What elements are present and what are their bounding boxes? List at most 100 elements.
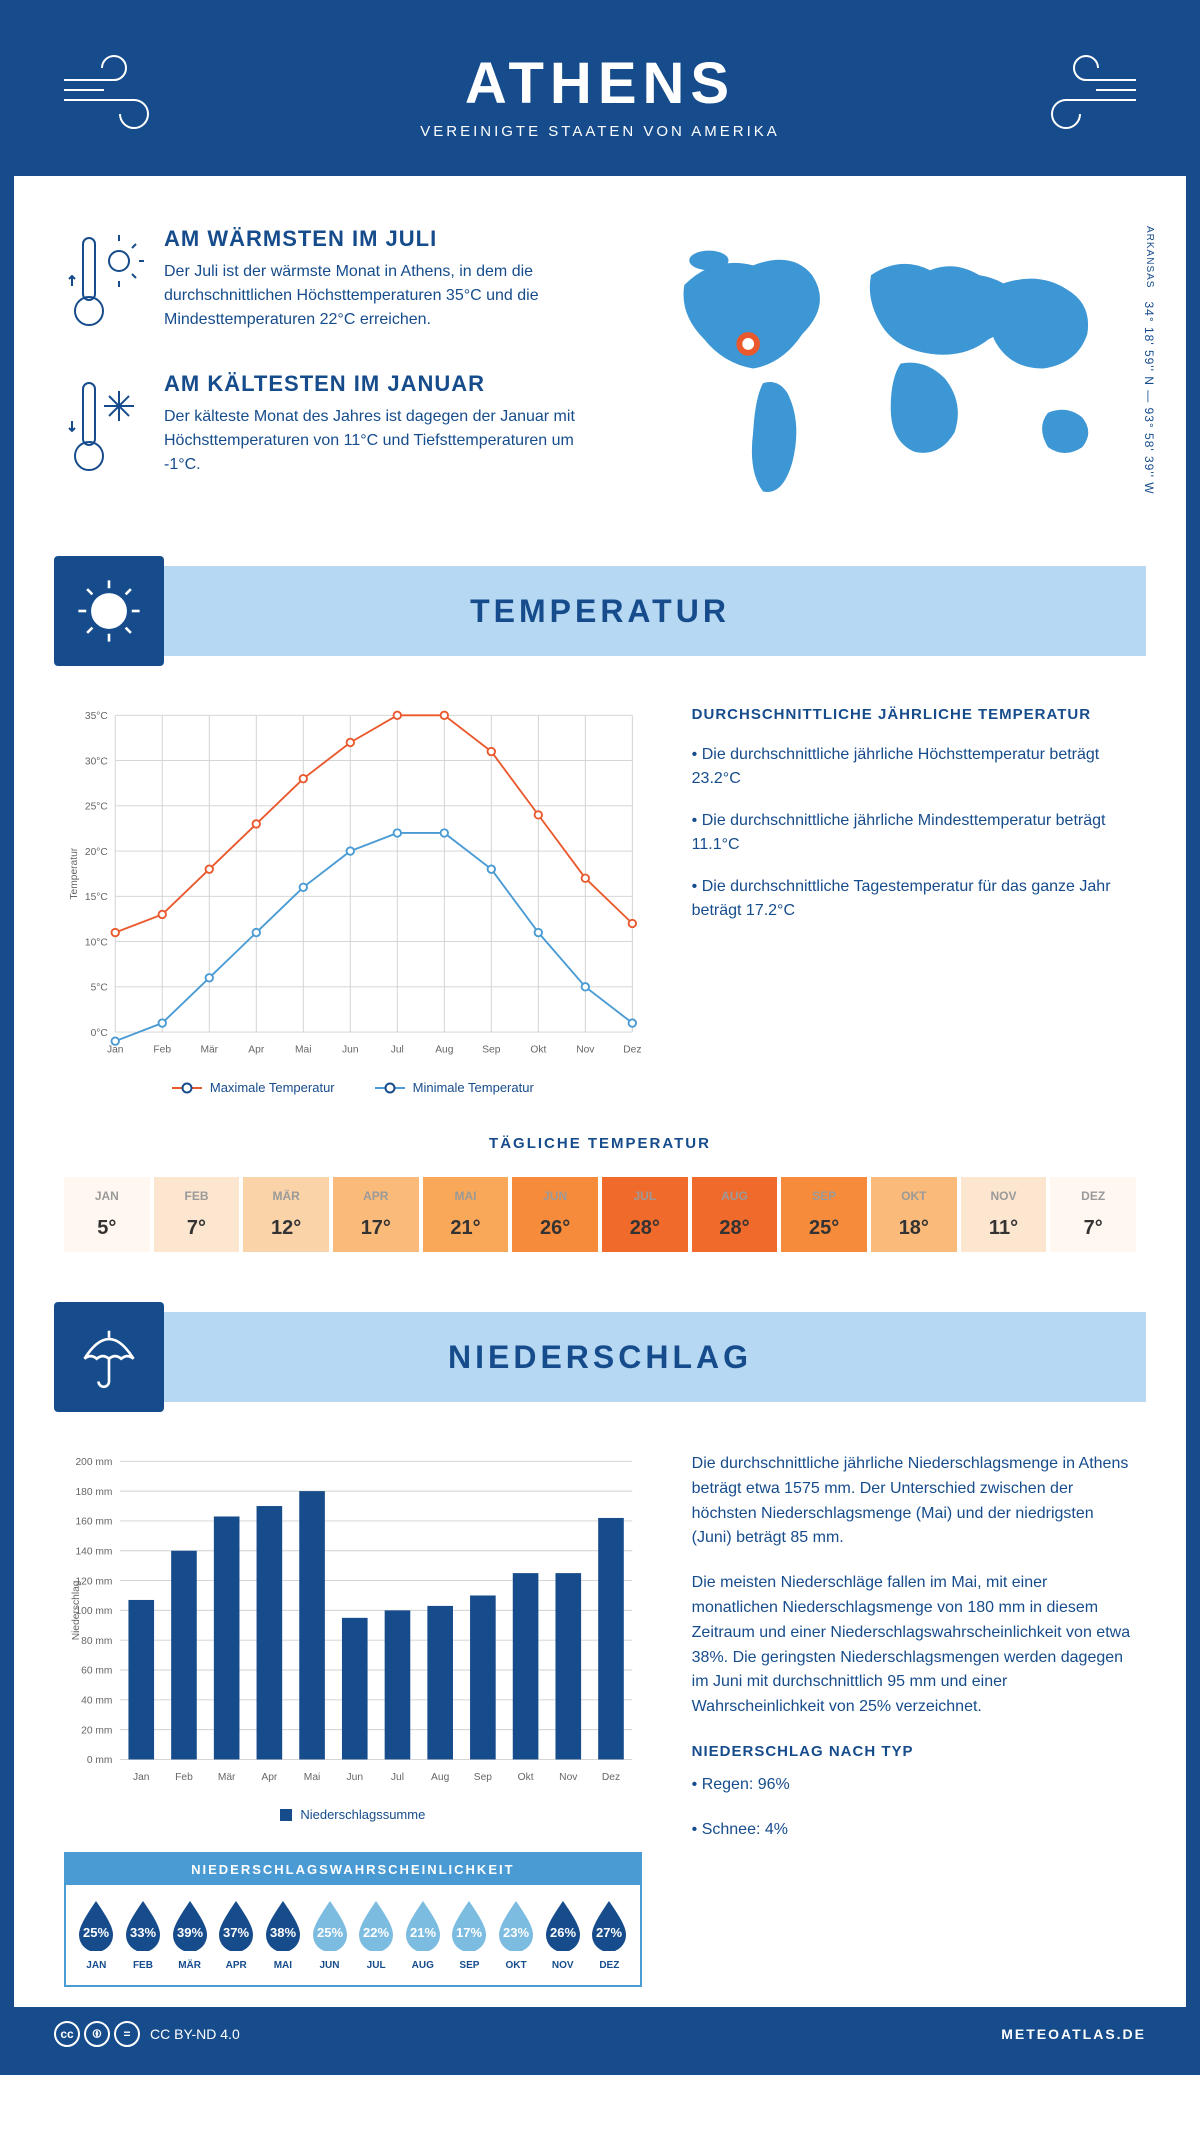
svg-text:Mär: Mär (218, 1772, 236, 1783)
temp-cell: APR17° (333, 1177, 419, 1252)
svg-text:35°C: 35°C (85, 711, 108, 722)
svg-text:20°C: 20°C (85, 847, 108, 858)
temp-cell: FEB7° (154, 1177, 240, 1252)
svg-text:Sep: Sep (474, 1772, 493, 1783)
svg-text:38%: 38% (270, 1925, 296, 1940)
probability-drop: 21%AUG (400, 1899, 445, 1971)
svg-text:Jul: Jul (391, 1772, 404, 1783)
temperature-info: DURCHSCHNITTLICHE JÄHRLICHE TEMPERATUR •… (692, 706, 1136, 1095)
temp-cell: DEZ7° (1050, 1177, 1136, 1252)
infographic-frame: ATHENS VEREINIGTE STAATEN VON AMERIKA AM… (0, 0, 1200, 2075)
svg-text:30°C: 30°C (85, 756, 108, 767)
license: cc🅯= CC BY-ND 4.0 (54, 2021, 240, 2047)
footer: cc🅯= CC BY-ND 4.0 METEOATLAS.DE (14, 2007, 1186, 2061)
coldest-text: Der kälteste Monat des Jahres ist dagege… (164, 405, 605, 477)
svg-text:10°C: 10°C (85, 937, 108, 948)
svg-text:Jan: Jan (107, 1045, 124, 1056)
header: ATHENS VEREINIGTE STAATEN VON AMERIKA (14, 14, 1186, 176)
svg-text:21%: 21% (410, 1925, 436, 1940)
thermometer-sun-icon (64, 226, 144, 341)
temperature-banner: TEMPERATUR (54, 566, 1146, 656)
svg-text:Aug: Aug (431, 1772, 450, 1783)
brand: METEOATLAS.DE (1001, 2026, 1146, 2042)
temp-cell: JUL28° (602, 1177, 688, 1252)
country-subtitle: VEREINIGTE STAATEN VON AMERIKA (174, 123, 1026, 140)
svg-text:80 mm: 80 mm (81, 1636, 112, 1647)
svg-text:37%: 37% (223, 1925, 249, 1940)
precipitation-info: Die durchschnittliche jährliche Niedersc… (692, 1452, 1136, 1987)
probability-drop: 22%JUL (354, 1899, 399, 1971)
warmest-text: Der Juli ist der wärmste Monat in Athens… (164, 260, 605, 332)
svg-text:25%: 25% (316, 1925, 342, 1940)
temp-bullet: • Die durchschnittliche jährliche Höchst… (692, 743, 1136, 791)
temp-bullet: • Die durchschnittliche Tagestemperatur … (692, 875, 1136, 923)
svg-text:Jun: Jun (347, 1772, 364, 1783)
svg-text:Jul: Jul (391, 1045, 404, 1056)
precip-text: Die durchschnittliche jährliche Niedersc… (692, 1452, 1136, 1551)
umbrella-icon (54, 1302, 164, 1412)
svg-text:Nov: Nov (559, 1772, 578, 1783)
probability-drop: 23%OKT (494, 1899, 539, 1971)
daily-temp-heading: TÄGLICHE TEMPERATUR (64, 1135, 1136, 1152)
temp-cell: JUN26° (512, 1177, 598, 1252)
precip-type: • Schnee: 4% (692, 1818, 1136, 1843)
daily-temperature: TÄGLICHE TEMPERATUR JAN5°FEB7°MÄR12°APR1… (14, 1125, 1186, 1292)
svg-text:Apr: Apr (248, 1045, 265, 1056)
svg-text:25°C: 25°C (85, 802, 108, 813)
temp-cell: MAI21° (423, 1177, 509, 1252)
sun-icon (54, 556, 164, 666)
svg-text:Dez: Dez (602, 1772, 620, 1783)
temp-cell: NOV11° (961, 1177, 1047, 1252)
precipitation-bar-chart: 0 mm20 mm40 mm60 mm80 mm100 mm120 mm140 … (64, 1452, 642, 1822)
precipitation-body: 0 mm20 mm40 mm60 mm80 mm100 mm120 mm140 … (14, 1402, 1186, 2007)
temp-cell: MÄR12° (243, 1177, 329, 1252)
svg-text:180 mm: 180 mm (75, 1487, 112, 1498)
svg-text:200 mm: 200 mm (75, 1457, 112, 1468)
probability-drop: 26%NOV (540, 1899, 585, 1971)
svg-text:25%: 25% (83, 1925, 109, 1940)
intro-section: AM WÄRMSTEN IM JULI Der Juli ist der wär… (14, 176, 1186, 546)
coldest-title: AM KÄLTESTEN IM JANUAR (164, 371, 605, 397)
precipitation-probability: NIEDERSCHLAGSWAHRSCHEINLICHKEIT 25%JAN33… (64, 1852, 642, 1987)
temperature-heading: TEMPERATUR (54, 593, 1146, 630)
svg-text:22%: 22% (363, 1925, 389, 1940)
probability-drop: 25%JAN (74, 1899, 119, 1971)
temp-cell: JAN5° (64, 1177, 150, 1252)
temp-bullet: • Die durchschnittliche jährliche Mindes… (692, 809, 1136, 857)
probability-drop: 38%MAI (261, 1899, 306, 1971)
svg-text:33%: 33% (130, 1925, 156, 1940)
svg-text:Sep: Sep (482, 1045, 501, 1056)
svg-text:140 mm: 140 mm (75, 1547, 112, 1558)
svg-text:Okt: Okt (518, 1772, 534, 1783)
svg-text:40 mm: 40 mm (81, 1696, 112, 1707)
world-map: ARKANSAS 34° 18' 59'' N — 93° 58' 39'' W (645, 226, 1136, 516)
svg-text:15°C: 15°C (85, 892, 108, 903)
probability-drop: 39%MÄR (167, 1899, 212, 1971)
svg-text:5°C: 5°C (91, 983, 108, 994)
precip-type: • Regen: 96% (692, 1773, 1136, 1798)
precip-legend: Niederschlagssumme (64, 1807, 642, 1822)
svg-text:Okt: Okt (530, 1045, 546, 1056)
svg-text:Dez: Dez (623, 1045, 641, 1056)
svg-text:Aug: Aug (435, 1045, 454, 1056)
temp-cell: OKT18° (871, 1177, 957, 1252)
svg-text:Mär: Mär (200, 1045, 218, 1056)
svg-text:Mai: Mai (295, 1045, 311, 1056)
coldest-fact: AM KÄLTESTEN IM JANUAR Der kälteste Mona… (64, 371, 605, 486)
wind-icon-right (1026, 55, 1146, 135)
precip-text: Die meisten Niederschläge fallen im Mai,… (692, 1571, 1136, 1720)
city-title: ATHENS (174, 50, 1026, 117)
svg-text:39%: 39% (177, 1925, 203, 1940)
temp-cell: AUG28° (692, 1177, 778, 1252)
svg-text:0 mm: 0 mm (87, 1755, 113, 1766)
svg-text:Feb: Feb (153, 1045, 171, 1056)
probability-drop: 25%JUN (307, 1899, 352, 1971)
warmest-title: AM WÄRMSTEN IM JULI (164, 226, 605, 252)
svg-text:160 mm: 160 mm (75, 1517, 112, 1528)
svg-text:26%: 26% (550, 1925, 576, 1940)
svg-text:20 mm: 20 mm (81, 1725, 112, 1736)
cc-icons: cc🅯= (54, 2021, 140, 2047)
svg-text:27%: 27% (596, 1925, 622, 1940)
temperature-line-chart: 0°C5°C10°C15°C20°C25°C30°C35°CJanFebMärA… (64, 706, 642, 1095)
temperature-legend: Maximale Temperatur Minimale Temperatur (64, 1080, 642, 1095)
